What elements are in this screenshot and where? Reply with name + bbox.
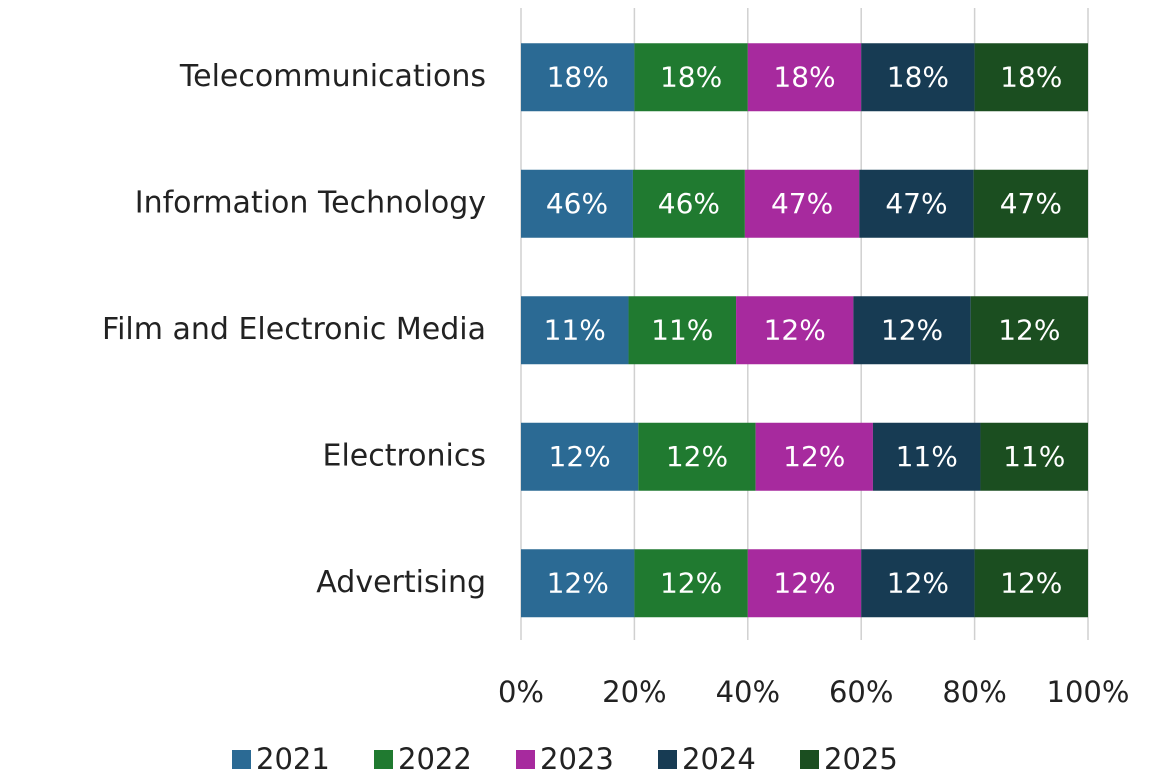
legend-swatch xyxy=(374,750,393,769)
data-label: 12% xyxy=(783,440,845,473)
data-label: 12% xyxy=(887,566,949,599)
data-label: 18% xyxy=(887,60,949,93)
data-label: 46% xyxy=(546,187,608,220)
category-label: Film and Electronic Media xyxy=(102,312,486,347)
bar-segment xyxy=(974,43,1088,112)
category-label: Advertising xyxy=(316,565,486,600)
bar-segment xyxy=(521,422,639,491)
bar-segment xyxy=(973,169,1088,238)
bar-segment xyxy=(521,549,635,618)
data-label: 47% xyxy=(1000,187,1062,220)
category-label: Telecommunications xyxy=(179,59,486,94)
legend-label: 2024 xyxy=(682,742,756,776)
x-tick-label: 60% xyxy=(829,675,893,709)
bar-segment xyxy=(632,169,745,238)
data-label: 18% xyxy=(773,60,835,93)
data-label: 46% xyxy=(658,187,720,220)
bar-segment xyxy=(980,422,1088,491)
bar-segment xyxy=(628,296,737,365)
legend-label: 2022 xyxy=(398,742,472,776)
legend-swatch xyxy=(658,750,677,769)
category-label: Information Technology xyxy=(135,185,486,220)
bar-segment xyxy=(974,549,1088,618)
data-label: 11% xyxy=(896,440,958,473)
bar-segment xyxy=(970,296,1088,365)
data-label: 12% xyxy=(998,313,1060,346)
bar-segment xyxy=(638,422,756,491)
data-label: 12% xyxy=(660,566,722,599)
data-label: 47% xyxy=(771,187,833,220)
legend-swatch xyxy=(232,750,251,769)
bar-segment xyxy=(744,169,860,238)
bar-segment xyxy=(521,296,629,365)
data-label: 18% xyxy=(547,60,609,93)
bar-segment xyxy=(755,422,873,491)
legend-swatch xyxy=(800,750,819,769)
x-tick-label: 40% xyxy=(716,675,780,709)
bar-segment xyxy=(521,169,633,238)
data-label: 12% xyxy=(549,440,611,473)
data-label: 11% xyxy=(651,313,713,346)
data-label: 18% xyxy=(1000,60,1062,93)
legend-label: 2021 xyxy=(256,742,330,776)
x-tick-label: 20% xyxy=(602,675,666,709)
bar-segment xyxy=(634,549,748,618)
data-label: 12% xyxy=(881,313,943,346)
data-label: 12% xyxy=(764,313,826,346)
bar-segment xyxy=(853,296,971,365)
legend-label: 2025 xyxy=(824,742,898,776)
x-tick-label: 80% xyxy=(942,675,1006,709)
data-label: 47% xyxy=(885,187,947,220)
bar-segment xyxy=(861,549,975,618)
legend-swatch xyxy=(516,750,535,769)
data-label: 11% xyxy=(1003,440,1065,473)
data-label: 11% xyxy=(544,313,606,346)
bar-segment xyxy=(521,43,635,112)
x-tick-label: 100% xyxy=(1047,675,1130,709)
bar-segment xyxy=(859,169,974,238)
bar-segment xyxy=(634,43,748,112)
data-label: 18% xyxy=(660,60,722,93)
bar-segment xyxy=(872,422,981,491)
bar-segment xyxy=(736,296,854,365)
x-tick-label: 0% xyxy=(498,675,544,709)
bar-segment xyxy=(861,43,975,112)
legend-label: 2023 xyxy=(540,742,614,776)
data-label: 12% xyxy=(666,440,728,473)
data-label: 12% xyxy=(1000,566,1062,599)
data-label: 12% xyxy=(773,566,835,599)
bar-segment xyxy=(747,43,862,112)
category-label: Electronics xyxy=(322,438,486,473)
data-label: 12% xyxy=(547,566,609,599)
bar-segment xyxy=(747,549,862,618)
